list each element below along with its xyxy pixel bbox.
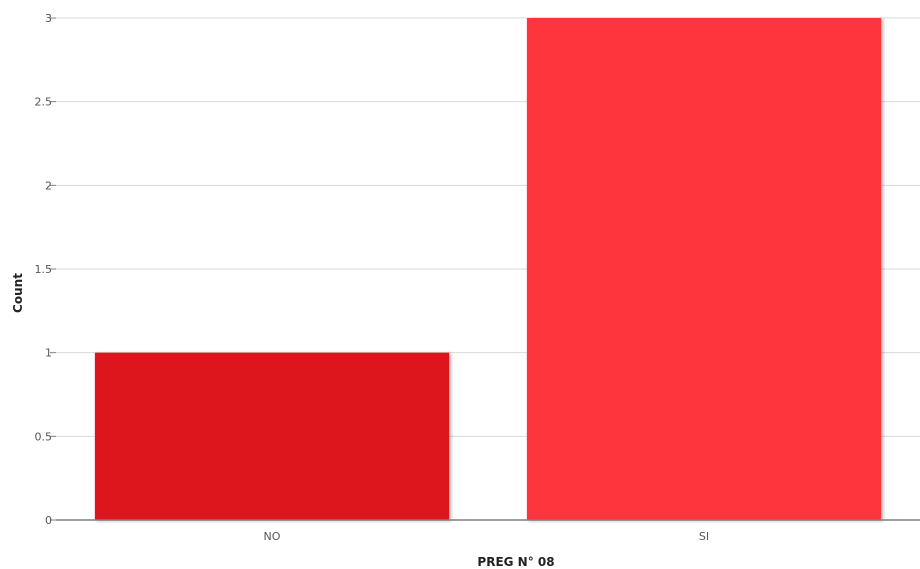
y-tick-label: 2.5 [35, 96, 53, 109]
x-tick-label: NO [264, 530, 281, 543]
bar-no[interactable] [95, 353, 449, 520]
y-tick-label: 2 [45, 179, 52, 192]
x-tick-label: SI [699, 530, 709, 543]
y-tick-label: 1 [45, 347, 52, 360]
y-tick-label: 1.5 [35, 263, 53, 276]
y-tick-label: 0.5 [35, 430, 53, 443]
x-axis-title: PREG N° 08 [477, 555, 554, 569]
x-axis-ticks: NO SI [264, 530, 710, 543]
y-tick-label: 0 [45, 514, 52, 527]
y-tick-label: 3 [45, 12, 52, 25]
y-axis-title: Count [11, 273, 25, 313]
y-axis-ticks: 0 0.5 1 1.5 2 2.5 3 [35, 12, 57, 527]
bar-si[interactable] [527, 18, 881, 520]
